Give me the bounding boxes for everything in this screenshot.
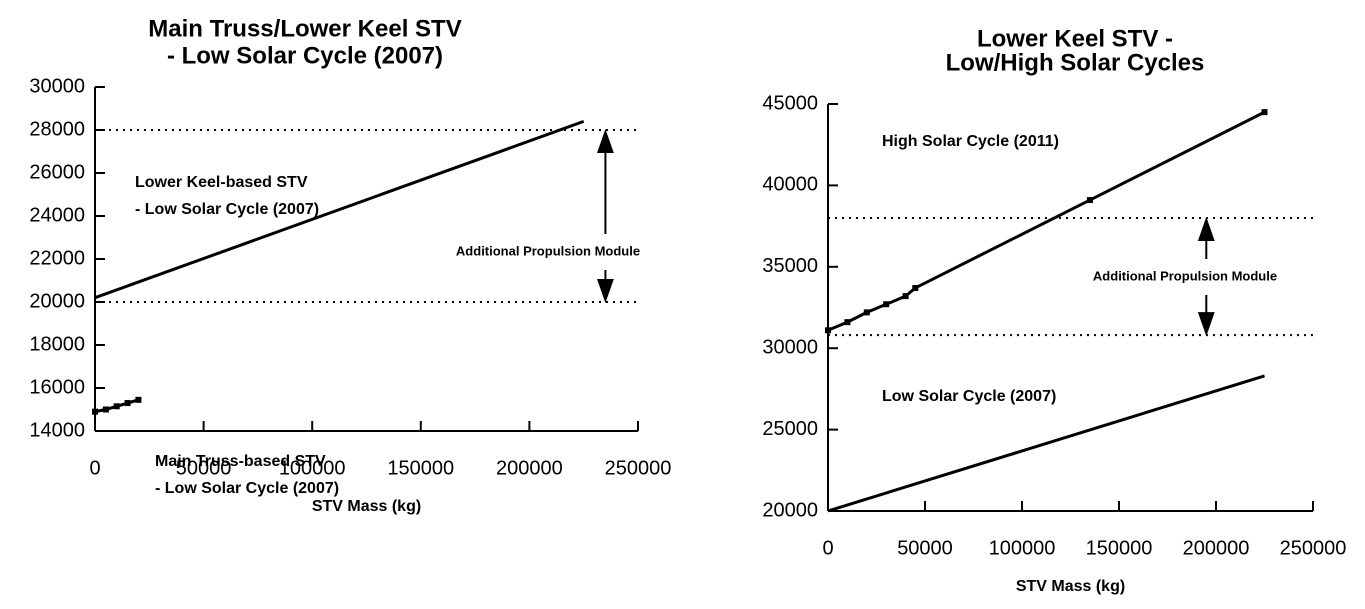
x-tick-label: 0 bbox=[822, 537, 833, 559]
series-label: - Low Solar Cycle (2007) bbox=[155, 480, 339, 497]
y-tick-label: 26000 bbox=[29, 161, 85, 183]
x-tick-label: 150000 bbox=[1086, 537, 1153, 559]
x-tick-label: 0 bbox=[89, 457, 100, 479]
marker bbox=[883, 301, 890, 308]
marker bbox=[124, 400, 131, 407]
series-line bbox=[94, 119, 585, 300]
x-axis-label: STV Mass (kg) bbox=[312, 498, 421, 515]
chart-title: Low/High Solar Cycles bbox=[946, 49, 1205, 76]
arrow bbox=[597, 128, 614, 234]
marker bbox=[92, 408, 98, 415]
marker bbox=[102, 406, 109, 413]
series-label: Main Truss-based STV bbox=[155, 453, 326, 470]
x-tick-label: 50000 bbox=[176, 457, 232, 479]
x-tick-label: 100000 bbox=[279, 457, 346, 479]
marker bbox=[1086, 197, 1093, 204]
y-tick-label: 16000 bbox=[29, 376, 85, 398]
x-axis-label: STV Mass (kg) bbox=[1016, 578, 1125, 595]
x-tick-label: 150000 bbox=[387, 457, 454, 479]
annotation: Additional Propulsion Module bbox=[1093, 268, 1277, 283]
x-tick-label: 50000 bbox=[897, 537, 953, 559]
series-label: Lower Keel-based STV bbox=[135, 174, 308, 191]
marker bbox=[113, 403, 120, 410]
arrow bbox=[1197, 216, 1215, 259]
y-tick-label: 20000 bbox=[29, 290, 85, 312]
y-tick-label: 28000 bbox=[29, 118, 85, 140]
marker bbox=[825, 327, 831, 334]
arrow bbox=[597, 270, 614, 304]
x-tick-label: 200000 bbox=[496, 457, 563, 479]
y-tick-label: 45000 bbox=[762, 92, 818, 114]
series-line bbox=[827, 374, 1265, 513]
marker bbox=[912, 284, 919, 291]
chart-title: Lower Keel STV - bbox=[977, 25, 1173, 52]
y-tick-label: 25000 bbox=[762, 418, 818, 440]
marker bbox=[135, 396, 142, 403]
y-tick-label: 40000 bbox=[762, 174, 818, 196]
y-tick-label: 24000 bbox=[29, 204, 85, 226]
y-tick-label: 22000 bbox=[29, 247, 85, 269]
series-line bbox=[827, 110, 1266, 332]
y-tick-label: 14000 bbox=[29, 419, 85, 441]
marker bbox=[1261, 109, 1268, 116]
x-tick-label: 250000 bbox=[605, 457, 672, 479]
x-tick-label: 200000 bbox=[1183, 537, 1250, 559]
marker bbox=[902, 293, 909, 300]
marker bbox=[863, 309, 870, 316]
x-tick-label: 100000 bbox=[989, 537, 1056, 559]
series-label: Low Solar Cycle (2007) bbox=[882, 388, 1056, 405]
y-tick-label: 18000 bbox=[29, 333, 85, 355]
series-label: - Low Solar Cycle (2007) bbox=[135, 201, 319, 218]
y-tick-label: 35000 bbox=[762, 255, 818, 277]
chart-title: - Low Solar Cycle (2007) bbox=[167, 42, 443, 69]
y-tick-label: 30000 bbox=[762, 336, 818, 358]
annotation: Additional Propulsion Module bbox=[456, 243, 640, 258]
arrow bbox=[1197, 295, 1215, 337]
marker bbox=[844, 319, 851, 326]
y-tick-label: 20000 bbox=[762, 499, 818, 521]
x-tick-label: 250000 bbox=[1280, 537, 1347, 559]
series-label: High Solar Cycle (2011) bbox=[882, 133, 1059, 150]
y-tick-label: 30000 bbox=[29, 75, 85, 97]
chart-title: Main Truss/Lower Keel STV bbox=[148, 15, 461, 42]
